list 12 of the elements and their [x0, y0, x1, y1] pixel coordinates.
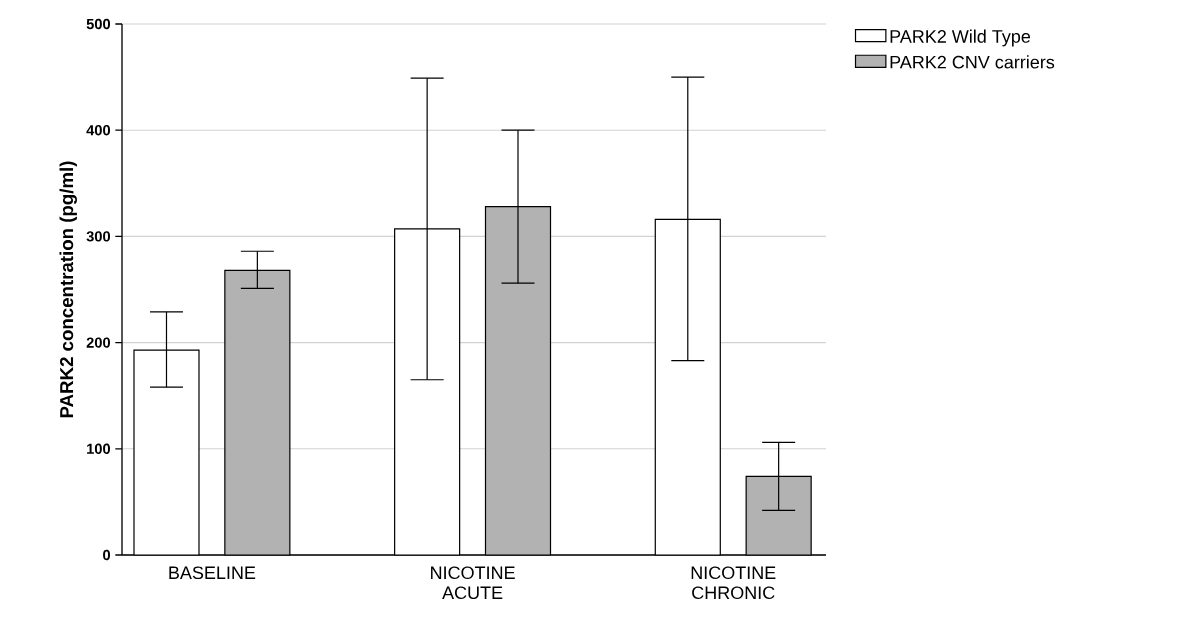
- y-tick-label: 300: [86, 231, 111, 242]
- y-tick-label: 400: [86, 125, 111, 136]
- x-tick-label: BASELINE: [169, 566, 256, 580]
- x-tick-label: NICOTINE ACUTE: [431, 566, 515, 600]
- y-tick-label: 100: [87, 443, 111, 454]
- y-axis-title: PARK2 concentration (pg/ml): [59, 161, 77, 418]
- y-tick-label: 0: [103, 549, 111, 561]
- legend-label: PARK2 CNV carriers: [890, 55, 1055, 69]
- y-tick-label: 500: [86, 18, 111, 30]
- y-tick-label: 200: [86, 337, 111, 348]
- legend-label: PARK2 Wild Type: [890, 29, 1031, 47]
- x-tick-label: NICOTINE CHRONIC: [691, 566, 776, 600]
